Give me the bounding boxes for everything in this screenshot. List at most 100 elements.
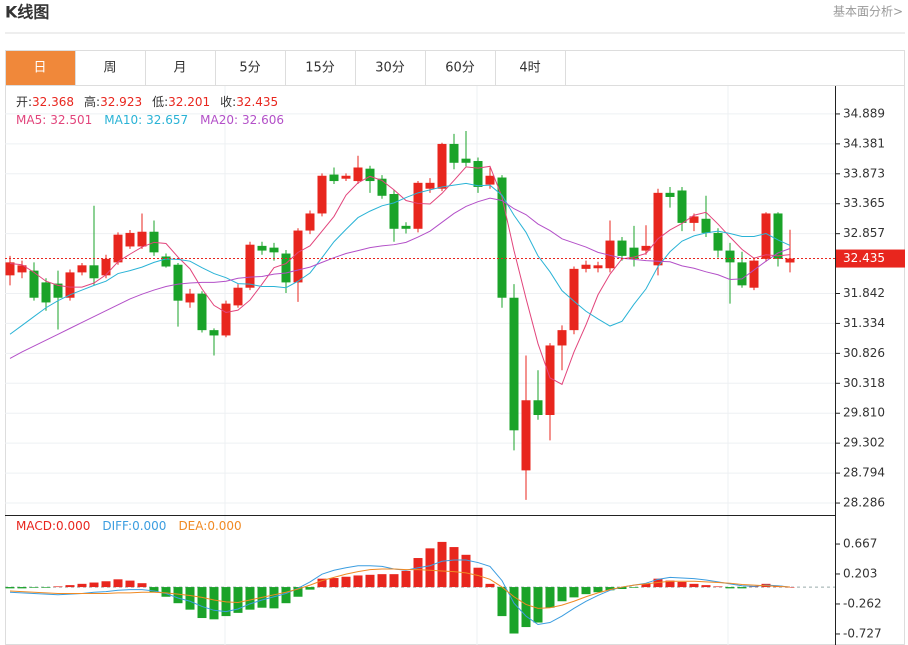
tab[interactable] <box>215 50 286 86</box>
candle-body <box>653 192 663 266</box>
ma-legend-label: MA5: <box>16 113 46 127</box>
candle-body <box>53 283 63 298</box>
macd-bar <box>377 574 387 588</box>
y-tick-label: 29.302 <box>843 436 885 450</box>
readout: MA5: 32.501 MA10: 32.657 MA20: 32.606 <box>16 113 284 127</box>
macd-legend-value: 0.000 <box>56 519 90 533</box>
candle-body <box>245 244 255 288</box>
macd-bar <box>725 587 735 589</box>
macd-bar <box>785 587 795 588</box>
ma-legend-label: MA10: <box>104 113 142 127</box>
macd-bar <box>245 587 255 610</box>
readout-value: 32.923 <box>100 95 142 109</box>
y-tick-label: 28.794 <box>843 466 885 480</box>
candle-body <box>509 297 519 431</box>
candle-body <box>77 265 87 273</box>
macd-legend-value: 0.000 <box>132 519 166 533</box>
macd-bar <box>161 587 171 597</box>
grid <box>5 86 835 645</box>
tab-label[interactable]: 月 <box>173 61 186 76</box>
tab-label[interactable]: 4时 <box>519 61 540 76</box>
readout-value: 32.201 <box>168 95 210 109</box>
candle-body <box>737 262 747 286</box>
last-price-label: 32.435 <box>843 251 885 265</box>
candle-body <box>425 182 435 189</box>
ma-legend-label: MA20: <box>200 113 238 127</box>
candle-body <box>5 262 15 276</box>
tab-bar: 日 周 月 5分 15分 30分 60分 4时 <box>5 50 566 86</box>
y-tick-label: 30.318 <box>843 376 885 390</box>
tab-label[interactable]: 5分 <box>239 61 260 76</box>
macd-line <box>9 568 791 609</box>
tab[interactable] <box>355 50 426 86</box>
candle-body <box>389 194 399 229</box>
tab-label[interactable]: 60分 <box>445 61 475 76</box>
macd-bar <box>293 587 303 597</box>
macd-bar <box>317 578 327 588</box>
macd-legend-label: DEA: <box>178 519 207 533</box>
tab[interactable] <box>145 50 216 86</box>
tab[interactable] <box>495 50 566 86</box>
ma-legend-value: 32.501 <box>50 113 92 127</box>
tab[interactable] <box>285 50 356 86</box>
macd-bar <box>413 558 423 588</box>
macd-bar <box>473 567 483 588</box>
y-tick-label: 28.286 <box>843 496 885 510</box>
macd-bar <box>581 587 591 595</box>
y-tick-label: 34.889 <box>843 106 885 120</box>
y-tick-label: 29.810 <box>843 406 885 420</box>
fundamental-link[interactable]: 基本面分析> <box>833 5 903 19</box>
tab[interactable] <box>425 50 496 86</box>
y-tick-label: 33.873 <box>843 166 885 180</box>
macd-bar <box>41 587 51 588</box>
macd-bar <box>269 587 279 609</box>
macd-bar <box>605 587 615 591</box>
y-tick-label: 0.203 <box>843 566 877 580</box>
tab-label[interactable]: 15分 <box>305 61 335 76</box>
candle-body <box>281 253 291 283</box>
macd-bar <box>425 548 435 588</box>
macd-bar <box>125 580 135 588</box>
candle-body <box>725 250 735 263</box>
tab[interactable] <box>5 50 76 86</box>
macd-bar <box>401 570 411 588</box>
readout-label: 收: <box>220 95 236 109</box>
candle-body <box>665 192 675 197</box>
candle-body <box>125 232 135 247</box>
candle-body <box>233 287 243 306</box>
macd-bar <box>233 587 243 613</box>
macd-bar <box>365 574 375 588</box>
macd-bar <box>113 579 123 588</box>
macd-bar <box>353 575 363 588</box>
macd-bar <box>569 587 579 598</box>
macd-bar <box>545 587 555 608</box>
readout: 开:32.368 高:32.923 低:32.201 收:32.435 <box>16 94 278 109</box>
candle-body <box>761 213 771 259</box>
candle-body <box>317 175 327 214</box>
ma-line <box>9 197 791 359</box>
candle-body <box>701 218 711 233</box>
tab-label[interactable]: 30分 <box>375 61 405 76</box>
macd-bar <box>89 582 99 588</box>
macd-bar <box>209 587 219 620</box>
tab-label[interactable]: 日 <box>33 61 46 76</box>
macd-legend-label: DIFF: <box>102 519 132 533</box>
candle-body <box>161 256 171 267</box>
candle-body <box>257 245 267 251</box>
readout-label: 低: <box>152 95 168 109</box>
tab-label[interactable]: 周 <box>103 61 116 76</box>
candle-body <box>713 232 723 251</box>
candle-body <box>593 265 603 269</box>
macd-bar <box>281 587 291 604</box>
ma-line <box>9 165 791 386</box>
candle-body <box>401 225 411 229</box>
ma-legend-value: 32.657 <box>146 113 188 127</box>
macd-bar <box>701 585 711 588</box>
candle-body <box>65 272 75 298</box>
plot <box>5 130 835 634</box>
widget-title: K线图 <box>5 3 49 22</box>
candle-body <box>293 230 303 283</box>
macd-bar <box>629 587 639 588</box>
macd-bar <box>449 547 459 588</box>
readout: MACD:0.000 DIFF:0.000 DEA:0.000 <box>16 519 242 533</box>
